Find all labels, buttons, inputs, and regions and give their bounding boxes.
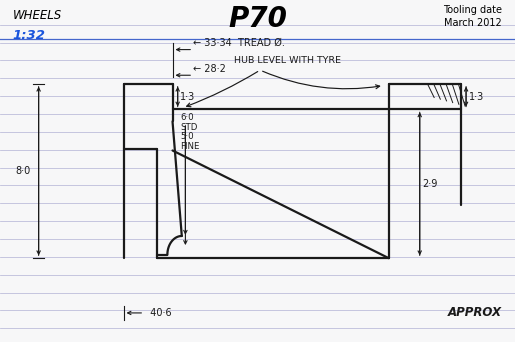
Text: Tooling date
March 2012: Tooling date March 2012 bbox=[443, 5, 502, 28]
Text: 1:32: 1:32 bbox=[13, 29, 46, 42]
Text: APPROX: APPROX bbox=[448, 306, 502, 319]
Text: 40·6: 40·6 bbox=[144, 308, 172, 318]
Text: P70: P70 bbox=[228, 5, 287, 33]
Text: 2·9: 2·9 bbox=[422, 179, 438, 189]
Text: 1·3: 1·3 bbox=[469, 92, 484, 102]
Text: HUB LEVEL WITH TYRE: HUB LEVEL WITH TYRE bbox=[234, 56, 341, 65]
Text: 1·3: 1·3 bbox=[180, 92, 196, 102]
Text: ← 33·34  TREAD Ø.: ← 33·34 TREAD Ø. bbox=[193, 38, 285, 48]
Text: WHEELS: WHEELS bbox=[13, 9, 62, 22]
Text: 6·0
STD
5·0
FINE: 6·0 STD 5·0 FINE bbox=[180, 113, 200, 151]
Text: ← 28·2: ← 28·2 bbox=[193, 64, 226, 74]
Text: 8·0: 8·0 bbox=[15, 166, 31, 176]
